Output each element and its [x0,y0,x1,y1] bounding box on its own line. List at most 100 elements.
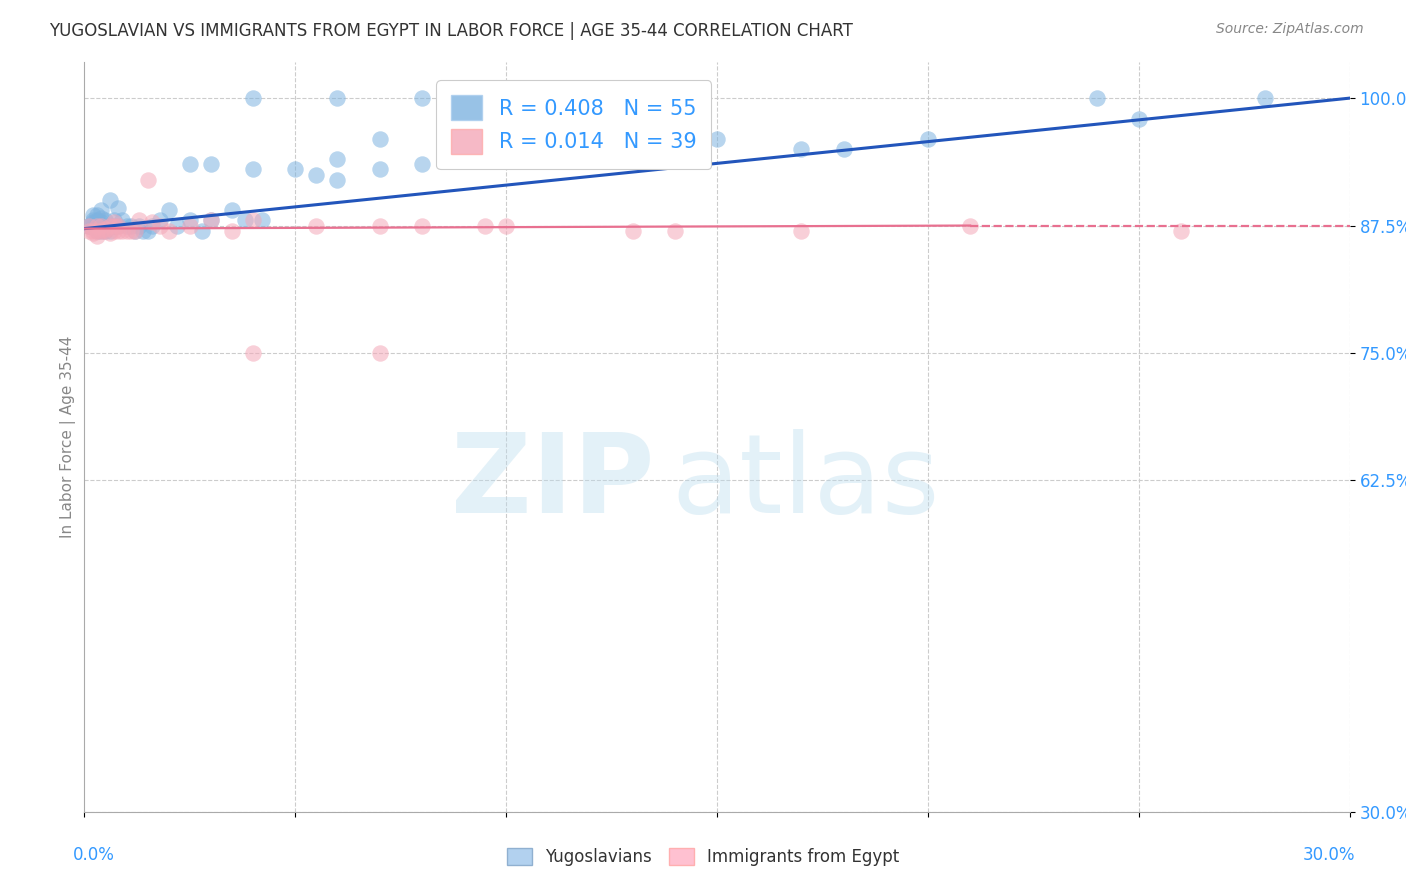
Point [77,219,100,233]
Point [453,91,475,105]
Point [136,224,159,238]
Point [128,219,150,233]
Point [107,219,129,233]
Point [115,219,138,233]
Point [250,213,273,227]
Point [411,157,433,171]
Point [77,219,100,233]
Point [1128,112,1150,126]
Text: YUGOSLAVIAN VS IMMIGRANTS FROM EGYPT IN LABOR FORCE | AGE 35-44 CORRELATION CHAR: YUGOSLAVIAN VS IMMIGRANTS FROM EGYPT IN … [49,22,853,40]
Point [82,219,104,233]
Point [82,224,104,238]
Point [200,157,222,171]
Legend: R = 0.408   N = 55, R = 0.014   N = 39: R = 0.408 N = 55, R = 0.014 N = 39 [436,80,711,169]
Point [191,224,214,238]
Point [832,142,855,156]
Point [124,224,146,238]
Point [115,224,138,238]
Point [242,213,264,227]
Point [200,213,222,227]
Text: 0.0%: 0.0% [73,846,115,863]
Point [621,224,644,238]
Text: ZIP: ZIP [451,428,654,535]
Point [790,224,813,238]
Text: 30.0%: 30.0% [1302,846,1355,863]
Point [136,172,159,186]
Point [326,91,349,105]
Point [86,224,108,238]
Point [82,226,104,240]
Point [664,224,686,238]
Point [103,213,125,227]
Legend: Yugoslavians, Immigrants from Egypt: Yugoslavians, Immigrants from Egypt [501,841,905,873]
Point [111,224,134,238]
Point [157,224,180,238]
Point [90,219,112,233]
Point [326,153,349,167]
Point [200,213,222,227]
Point [664,153,686,167]
Point [103,224,125,238]
Point [368,162,391,177]
Point [120,219,142,233]
Point [86,208,108,222]
Point [90,215,112,229]
Point [495,153,517,167]
Point [305,219,328,233]
Point [86,221,108,235]
Point [98,219,121,233]
Point [103,215,125,229]
Point [98,193,121,207]
Point [132,224,155,238]
Point [98,226,121,240]
Point [82,208,104,222]
Point [706,132,728,146]
Text: Source: ZipAtlas.com: Source: ZipAtlas.com [1216,22,1364,37]
Point [411,219,433,233]
Point [141,215,163,229]
Point [111,213,134,227]
Point [790,142,813,156]
Point [82,213,104,227]
Point [326,172,349,186]
Point [179,213,201,227]
Point [179,219,201,233]
Point [94,221,117,235]
Point [917,132,939,146]
Point [411,91,433,105]
Y-axis label: In Labor Force | Age 35-44: In Labor Force | Age 35-44 [60,336,76,538]
Point [368,346,391,360]
Point [1254,91,1277,105]
Text: atlas: atlas [672,428,939,535]
Point [90,211,112,226]
Point [368,132,391,146]
Point [242,346,264,360]
Point [98,224,121,238]
Point [149,219,172,233]
Point [1085,91,1108,105]
Point [94,224,117,238]
Point [98,219,121,233]
Point [221,203,243,218]
Point [86,228,108,243]
Point [453,153,475,167]
Point [107,224,129,238]
Point [90,203,112,218]
Point [77,219,100,233]
Point [149,213,172,227]
Point [124,224,146,238]
Point [86,219,108,233]
Point [368,219,391,233]
Point [537,136,560,151]
Point [959,219,981,233]
Point [86,224,108,238]
Point [233,213,256,227]
Point [107,201,129,215]
Point [90,219,112,233]
Point [221,224,243,238]
Point [157,203,180,218]
Point [90,224,112,238]
Point [103,219,125,233]
Point [495,219,517,233]
Point [579,136,602,151]
